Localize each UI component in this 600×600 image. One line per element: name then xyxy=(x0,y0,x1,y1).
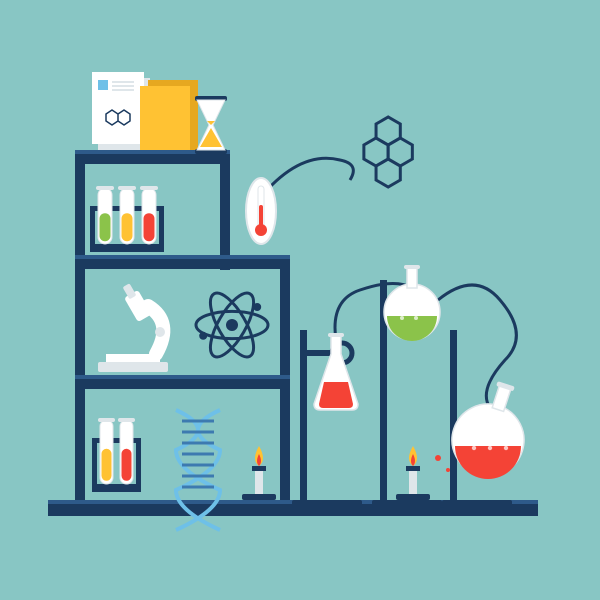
test-tube-rack-top xyxy=(90,186,164,252)
chemistry-infographic: CHEMISTRY Lorem ipsum dolor sit amet, co… xyxy=(0,0,600,600)
thermometer-icon xyxy=(246,178,276,244)
lab-scene xyxy=(0,0,600,600)
folder-icon xyxy=(140,80,198,150)
